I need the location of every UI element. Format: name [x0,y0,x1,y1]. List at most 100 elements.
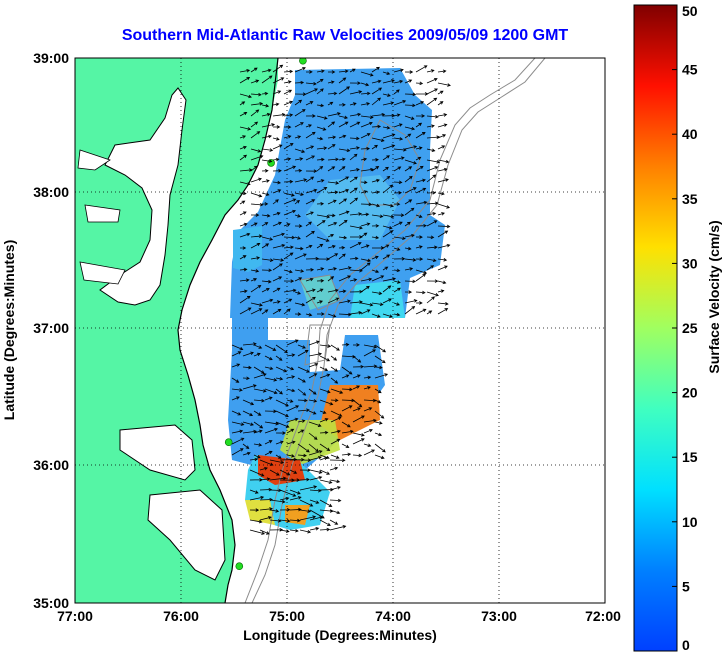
velocity-arrow [272,287,281,293]
velocity-arrow [415,200,428,205]
colorbar-tick-label: 45 [682,62,698,78]
velocity-arrow [283,209,296,216]
velocity-arrow [341,443,350,448]
velocity-arrow [327,181,340,185]
velocity-arrow [305,211,314,216]
velocity-arrow [349,168,360,172]
velocity-arrow [239,211,247,216]
velocity-arrow [437,224,451,229]
velocity-arrow [330,454,340,459]
velocity-arrow [249,529,266,535]
colorbar-tick-label: 40 [682,126,698,142]
velocity-arrow [393,100,407,106]
velocity-arrow [327,135,337,140]
velocity-arrow [426,114,439,119]
velocity-arrow [294,80,305,85]
velocity-arrow [316,165,324,172]
velocity-arrow [319,519,331,526]
velocity-arrow [437,101,444,106]
velocity-arrow [393,236,406,241]
velocity-arrow [415,273,427,282]
radar-station-marker [235,562,244,571]
velocity-arrow [305,188,318,194]
velocity-arrow [269,476,287,481]
velocity-arrow [404,299,418,304]
velocity-arrow [393,148,407,152]
velocity-arrow [319,410,327,414]
velocity-arrow [231,351,242,357]
velocity-arrow [415,223,427,228]
velocity-arrow [415,81,424,86]
velocity-arrow [283,113,294,117]
velocity-arrow [297,398,308,403]
velocity-arrow [319,430,329,435]
velocity-arrow [349,289,363,294]
velocity-arrow [299,529,312,534]
velocity-arrow [249,519,263,524]
velocity-arrow [308,363,319,368]
velocity-arrow [239,93,252,99]
land [75,58,279,603]
velocity-arrow [286,399,294,403]
velocity-arrow [272,189,282,194]
velocity-arrow [363,364,378,369]
bay-tributary-3 [79,261,126,285]
velocity-arrow [275,344,288,354]
y-tick-label: 38:00 [33,184,69,200]
velocity-arrow [371,255,379,260]
velocity-arrow [286,375,296,379]
velocity-arrow [253,352,261,357]
velocity-arrow [338,86,350,95]
velocity-arrow [382,184,394,194]
velocity-arrow [382,313,393,318]
velocity-arrow [319,443,331,451]
velocity-arrow [264,450,273,456]
velocity-arrow [250,148,262,153]
velocity-arrow [250,165,258,172]
velocity-arrow [330,366,339,372]
velocity-arrow [341,342,350,347]
velocity-arrow [283,198,297,205]
velocity-arrow [250,109,260,117]
velocity-arrow [338,103,346,107]
velocity-arrow [261,75,273,84]
velocity-arrow [250,79,260,84]
velocity-arrow [371,313,381,318]
velocity-arrow [316,78,324,84]
velocity-arrow [279,519,291,523]
y-tick-label: 37:00 [33,320,69,336]
velocity-arrow [250,192,263,198]
velocity-arrow [269,459,285,464]
velocity-arrow [231,448,244,456]
pamlico-sound [147,489,226,581]
velocity-arrow [382,214,395,219]
velocity-arrow [294,67,306,73]
velocity-arrow [404,115,415,120]
velocity-arrow [415,257,424,261]
velocity-arrow [283,235,296,240]
velocity-arrow [283,69,294,74]
velocity-arrow [275,388,283,395]
velocity-arrow [327,112,341,117]
velocity-arrow [371,97,382,106]
velocity-arrow [437,113,448,117]
velocity-arrow [330,416,342,423]
velocity-arrow [437,230,449,238]
velocity-arrow [275,454,282,459]
velocity-arrow [316,243,324,249]
velocity-arrow [349,81,361,85]
velocity-arrow [316,69,325,73]
velocity-arrow [349,102,357,106]
velocity-arrow [272,300,281,304]
velocity-arrow [352,364,365,369]
velocity-arrow [360,167,374,172]
velocity-arrow [426,296,435,304]
velocity-arrow [374,443,386,453]
velocity-arrow [239,135,247,139]
velocity-arrow [338,77,347,84]
velocity-arrow [426,148,436,152]
velocity-arrow [404,305,416,315]
velocity-arrow [319,399,334,406]
velocity-arrow [363,349,377,357]
velocity-arrow [352,453,363,458]
